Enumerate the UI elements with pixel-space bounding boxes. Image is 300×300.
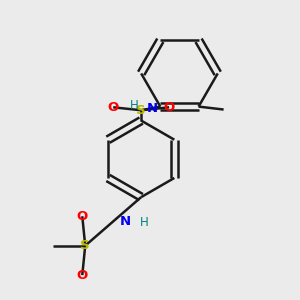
Text: O: O [77,210,88,223]
Text: O: O [108,101,119,114]
Text: S: S [80,239,90,252]
Text: H: H [130,99,139,112]
Text: N: N [147,102,158,115]
Text: H: H [140,216,148,230]
Text: N: N [119,215,130,228]
Text: S: S [136,104,146,117]
Text: O: O [164,101,175,114]
Text: O: O [77,268,88,282]
